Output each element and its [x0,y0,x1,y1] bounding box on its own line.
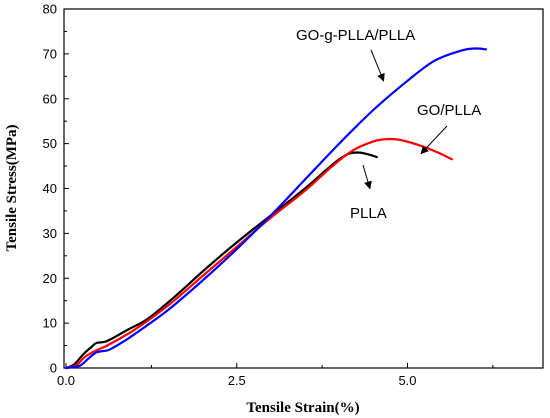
y-tick-label: 80 [43,2,57,17]
annotation-arrow-go-g-plla-plla [370,49,385,82]
x-tick-label: 0.0 [57,373,75,388]
y-tick-label: 10 [43,316,57,331]
annotation-arrow-plla [362,164,372,190]
y-tick-label: 60 [43,91,57,106]
annotation-label-go-plla: GO/PLLA [417,102,481,119]
annotation-arrow-go-plla [420,125,448,155]
x-tick-label: 5.0 [398,373,416,388]
annotations: GO-g-PLLA/PLLA GO/PLLA PLLA [296,27,481,222]
y-tick-label: 70 [43,46,57,61]
x-axis-ticks: 0.0 2.5 5.0 [57,363,494,388]
y-tick-label: 0 [50,361,57,376]
x-tick-label: 2.5 [228,373,246,388]
series-line-go-g-plla-plla [64,47,488,370]
annotation-label-go-g-plla-plla: GO-g-PLLA/PLLA [296,27,415,44]
x-axis-title: Tensile Strain(%) [246,400,359,416]
y-tick-label: 20 [43,271,57,286]
series-line-go-plla [64,137,453,370]
y-axis-title: Tensile Stress(MPa) [4,124,20,251]
annotation-label-plla: PLLA [350,205,387,222]
y-tick-label: 30 [43,226,57,241]
y-tick-label: 40 [43,181,57,196]
y-tick-label: 50 [43,136,57,151]
series-lines [64,47,488,370]
y-axis-ticks: 0 10 20 30 40 50 60 70 80 [43,2,69,376]
